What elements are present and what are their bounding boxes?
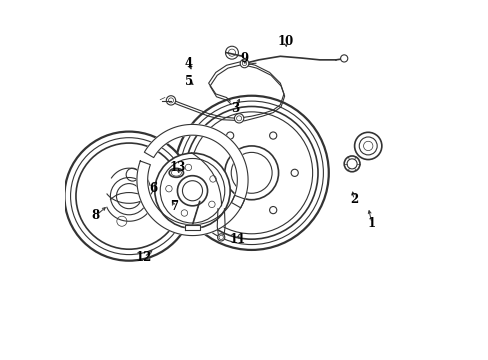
Circle shape — [155, 153, 230, 228]
Circle shape — [166, 96, 175, 105]
Ellipse shape — [169, 168, 183, 177]
Text: 3: 3 — [231, 102, 239, 115]
Circle shape — [344, 156, 359, 172]
Polygon shape — [144, 125, 247, 208]
Circle shape — [174, 96, 328, 250]
Polygon shape — [137, 161, 244, 235]
Circle shape — [240, 59, 248, 68]
Text: 10: 10 — [277, 35, 293, 49]
Text: 7: 7 — [170, 201, 178, 213]
Text: 4: 4 — [184, 57, 193, 70]
Circle shape — [354, 132, 381, 159]
Text: 2: 2 — [349, 193, 357, 206]
Circle shape — [225, 46, 238, 59]
Text: 9: 9 — [240, 51, 248, 64]
Circle shape — [234, 114, 244, 123]
Text: 6: 6 — [149, 183, 157, 195]
Text: 13: 13 — [170, 161, 186, 174]
Circle shape — [217, 234, 224, 241]
Circle shape — [64, 132, 193, 261]
Circle shape — [340, 55, 347, 62]
Text: 5: 5 — [184, 75, 193, 88]
Text: 1: 1 — [367, 216, 375, 230]
Polygon shape — [185, 225, 199, 230]
Text: 8: 8 — [91, 210, 100, 222]
Text: 12: 12 — [136, 251, 152, 264]
Text: 11: 11 — [229, 233, 245, 246]
